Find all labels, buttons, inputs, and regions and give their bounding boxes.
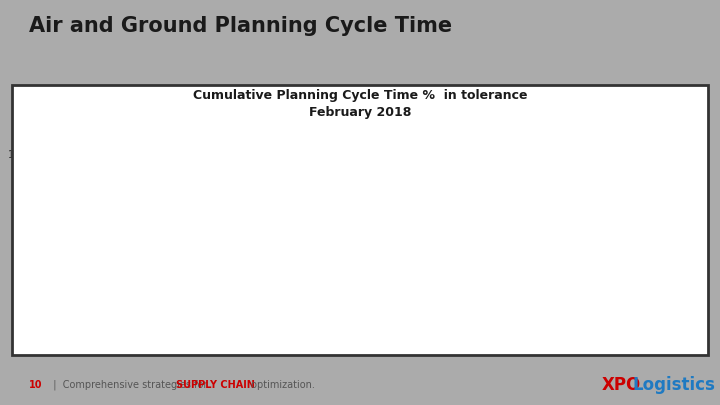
Text: optimization.: optimization. xyxy=(248,380,315,390)
Text: 99,80%: 99,80% xyxy=(359,144,397,154)
Bar xyxy=(174,157,227,323)
Text: 99,66%: 99,66% xyxy=(537,144,575,154)
Text: Logistics: Logistics xyxy=(632,376,715,394)
Text: 100,00%: 100,00% xyxy=(624,143,666,153)
Bar xyxy=(262,156,316,323)
Text: |  Comprehensive strategies for: | Comprehensive strategies for xyxy=(47,379,210,390)
Text: Air and Ground Planning Cycle Time: Air and Ground Planning Cycle Time xyxy=(29,16,452,36)
Bar xyxy=(84,164,138,323)
Text: 99,49%: 99,49% xyxy=(271,144,307,154)
Bar xyxy=(440,156,494,323)
Text: SUPPLY CHAIN: SUPPLY CHAIN xyxy=(176,380,256,390)
Text: 98,29%: 98,29% xyxy=(181,146,219,156)
Text: Cumulative Planning Cycle Time %  in tolerance
February 2018: Cumulative Planning Cycle Time % in tole… xyxy=(193,89,527,119)
Text: 10: 10 xyxy=(29,380,42,390)
Text: 99,47%: 99,47% xyxy=(449,144,485,154)
Bar xyxy=(529,155,582,323)
Text: XPO: XPO xyxy=(601,376,641,394)
Bar xyxy=(351,155,405,323)
Bar xyxy=(618,154,672,323)
Text: 94,02%: 94,02% xyxy=(93,153,130,164)
